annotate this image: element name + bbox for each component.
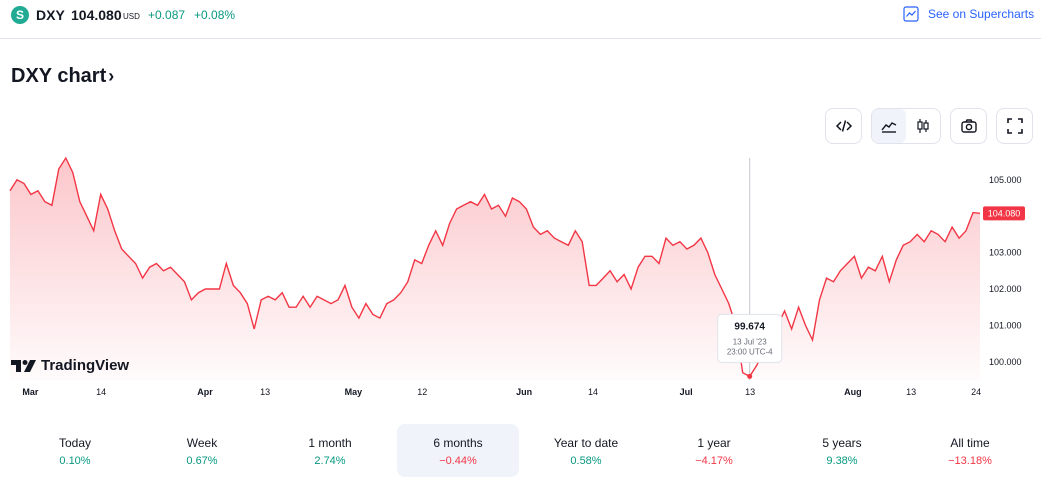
period-change-value: −13.18% [948, 455, 992, 467]
watermark-text: TradingView [41, 357, 130, 374]
candlestick-icon [917, 119, 929, 133]
x-tick-label: Aug [844, 387, 862, 397]
price-change: +0.087 [148, 8, 186, 22]
period-performance-bar: Today 0.10% Week 0.67% 1 month 2.74% 6 months −… [0, 424, 1041, 477]
x-tick-label: Jun [516, 387, 532, 397]
period-tab-1-month[interactable]: 1 month 2.74% [269, 424, 391, 477]
price-chart[interactable]: 105.000104.000103.000102.000101.000100.0… [0, 150, 1041, 402]
tradingview-logo-icon [11, 359, 36, 372]
see-on-supercharts-link[interactable]: See on Supercharts [903, 6, 1034, 22]
code-icon [835, 120, 852, 132]
tooltip-box [717, 313, 783, 363]
x-tick-label: Mar [22, 387, 39, 397]
symbol-logo-icon: S [11, 6, 29, 24]
period-tab-all-time[interactable]: All time −13.18% [909, 424, 1031, 477]
symbol-name[interactable]: DXY [36, 7, 65, 23]
period-label: 5 years [822, 436, 862, 450]
x-tick-label: 13 [745, 387, 755, 397]
area-chart-button[interactable] [872, 109, 906, 143]
supercharts-label: See on Supercharts [928, 7, 1035, 21]
price-line [9, 156, 981, 378]
last-price: 104.080 [71, 7, 122, 23]
period-label: Week [186, 436, 218, 450]
y-tick-label: 102.000 [989, 284, 1022, 294]
period-tab-1-year[interactable]: 1 year −4.17% [653, 424, 775, 477]
period-change-value: 0.58% [570, 455, 602, 467]
period-tab-week[interactable]: Week 0.67% [141, 424, 263, 477]
x-tick-label: May [345, 387, 363, 397]
y-tick-label: 100.000 [989, 357, 1022, 367]
period-tab-6-months[interactable]: 6 months −0.44% [397, 424, 519, 477]
period-change-value: 9.38% [826, 455, 858, 467]
price-change-percent: +0.08% [194, 8, 236, 22]
area-fill [10, 158, 980, 380]
embed-button[interactable] [825, 108, 862, 144]
x-tick-label: Apr [197, 387, 213, 397]
candlestick-chart-button[interactable] [906, 109, 940, 143]
period-label: Year to date [553, 436, 619, 450]
x-tick-label: Jul [680, 387, 693, 397]
period-tab-today[interactable]: Today 0.10% [14, 424, 136, 477]
camera-icon [960, 119, 977, 133]
tooltip-time: 23:00 UTC-4 [727, 347, 773, 356]
period-label: All time [950, 436, 990, 450]
period-label: 1 month [308, 436, 352, 450]
period-label: 1 year [697, 436, 731, 450]
y-tick-label: 103.000 [989, 248, 1022, 258]
x-tick-label: 24 [971, 387, 981, 397]
x-tick-label: 12 [417, 387, 427, 397]
last-price-badge [983, 206, 1025, 221]
title-text: DXY chart [11, 65, 107, 87]
y-tick-label: 101.000 [989, 320, 1022, 330]
period-tab-5-years[interactable]: 5 years 9.38% [781, 424, 903, 477]
period-change-value: −0.44% [439, 455, 477, 467]
period-label: 6 months [433, 436, 483, 450]
period-tab-year-to-date[interactable]: Year to date 0.58% [525, 424, 647, 477]
tradingview-watermark: TradingView [11, 357, 129, 374]
fullscreen-button[interactable] [996, 108, 1033, 144]
x-tick-label: 14 [96, 387, 106, 397]
period-change-value: 0.10% [59, 455, 91, 467]
currency-label: USD [123, 12, 140, 21]
last-price-badge-label: 104.080 [988, 208, 1021, 218]
tooltip-value: 99.674 [734, 321, 765, 332]
snapshot-button[interactable] [950, 108, 987, 144]
x-tick-label: 13 [906, 387, 916, 397]
x-tick-label: 13 [260, 387, 270, 397]
chart-style-toggle [871, 108, 941, 144]
x-tick-label: 14 [588, 387, 598, 397]
fullscreen-icon [1006, 118, 1023, 134]
period-label: Today [58, 436, 92, 450]
area-chart-icon [881, 122, 897, 133]
period-change-value: 0.67% [186, 455, 218, 467]
y-tick-label: 105.000 [989, 175, 1022, 185]
tooltip-date: 13 Jul '23 [733, 337, 768, 346]
chart-icon [903, 6, 919, 22]
period-change-value: −4.17% [695, 455, 733, 467]
symbol-header: S DXY 104.080 USD +0.087 +0.08% See on S… [0, 0, 1041, 39]
page-title[interactable]: DXY chart › [11, 65, 114, 88]
crosshair-point [747, 373, 753, 379]
chevron-right-icon: › [108, 66, 115, 86]
period-change-value: 2.74% [314, 455, 346, 467]
